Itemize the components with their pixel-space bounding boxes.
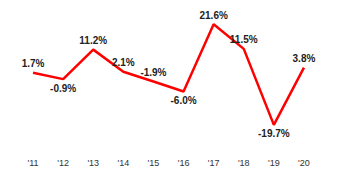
svg-text:'16: '16	[178, 158, 190, 168]
svg-text:-1.9%: -1.9%	[140, 67, 166, 78]
svg-text:-0.9%: -0.9%	[50, 83, 76, 94]
svg-text:'20: '20	[298, 158, 310, 168]
svg-text:'12: '12	[57, 158, 69, 168]
svg-text:'14: '14	[117, 158, 129, 168]
svg-text:11.5%: 11.5%	[230, 34, 258, 45]
svg-text:2.1%: 2.1%	[112, 57, 135, 68]
svg-text:'18: '18	[238, 158, 250, 168]
svg-text:21.6%: 21.6%	[199, 10, 227, 21]
svg-text:11.2%: 11.2%	[79, 35, 107, 46]
svg-text:1.7%: 1.7%	[22, 58, 45, 69]
svg-text:'17: '17	[208, 158, 220, 168]
svg-text:'11: '11	[28, 158, 39, 168]
svg-text:'13: '13	[87, 158, 99, 168]
svg-text:'15: '15	[148, 158, 160, 168]
svg-text:'19: '19	[268, 158, 280, 168]
svg-text:-6.0%: -6.0%	[170, 95, 196, 106]
svg-text:-19.7%: -19.7%	[258, 128, 290, 139]
svg-text:3.8%: 3.8%	[293, 53, 316, 64]
